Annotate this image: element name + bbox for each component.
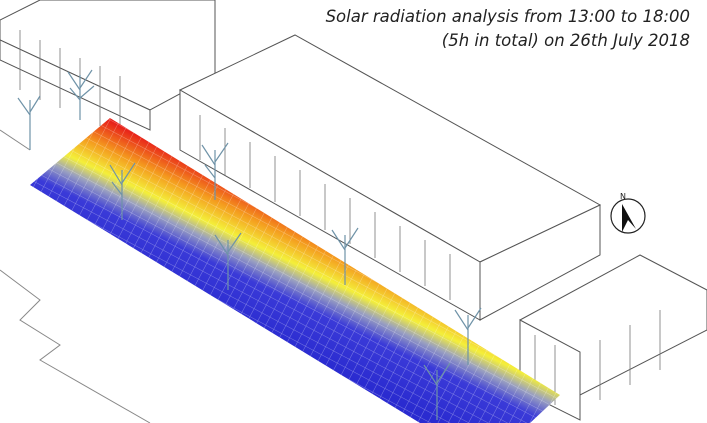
trees xyxy=(17,69,482,420)
caption-line: (5h in total) on 26th July 2018 xyxy=(442,31,690,50)
main-building xyxy=(178,34,602,321)
compass: N xyxy=(610,192,646,234)
caption-line: Solar radiation analysis from 13:00 to 1… xyxy=(326,7,690,26)
compass-label: N xyxy=(620,192,626,201)
radiation-grid xyxy=(30,118,560,423)
